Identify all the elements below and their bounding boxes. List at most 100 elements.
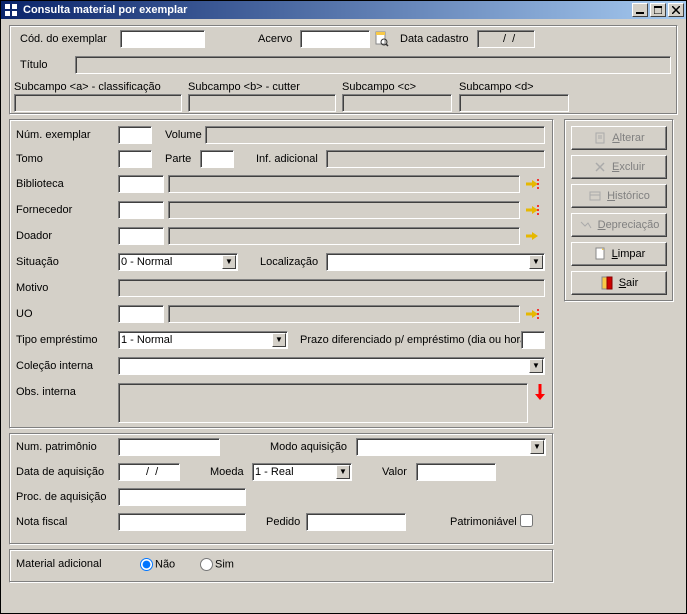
proc-aquisicao-input[interactable] — [118, 488, 246, 506]
fornecedor-desc-input — [168, 201, 520, 219]
depreciation-icon — [579, 219, 593, 231]
biblioteca-label: Biblioteca — [16, 178, 64, 190]
fornecedor-lookup-icon[interactable] — [524, 201, 542, 219]
valor-input[interactable] — [416, 463, 496, 481]
material-adicional-group: Material adicional Não Sim — [9, 549, 554, 583]
sair-button[interactable]: Sair — [571, 271, 667, 295]
uo-code-input[interactable] — [118, 305, 164, 323]
data-cadastro-value — [477, 30, 535, 48]
material-adicional-nao-radio[interactable] — [140, 558, 153, 571]
history-icon — [588, 190, 602, 202]
cod-exemplar-input[interactable] — [120, 30, 205, 48]
acervo-lookup-icon[interactable] — [372, 30, 390, 48]
client-area: Cód. do exemplar Acervo Data cadastro Tí… — [1, 19, 686, 613]
nota-fiscal-label: Nota fiscal — [16, 516, 67, 528]
uo-label: UO — [16, 308, 33, 320]
material-adicional-label: Material adicional — [16, 558, 102, 570]
action-panel: Alterar Excluir Histórico Depreciação Li… — [564, 119, 674, 302]
historico-button[interactable]: Histórico — [571, 184, 667, 208]
subcampo-a-input — [14, 94, 182, 112]
patrimoniavel-label: Patrimoniável — [450, 516, 517, 528]
situacao-select-wrap: 0 - Normal ▼ — [118, 253, 238, 271]
alterar-label: Alterar — [612, 132, 644, 144]
moeda-label: Moeda — [210, 466, 244, 478]
subcampo-a-label: Subcampo <a> - classificação — [14, 81, 161, 93]
edit-icon — [593, 132, 607, 144]
arrow-down-icon[interactable] — [531, 383, 549, 401]
patrimoniavel-checkbox-wrap — [520, 514, 536, 527]
motivo-label: Motivo — [16, 282, 48, 294]
material-adicional-nao-wrap: Não — [140, 558, 175, 571]
subcampo-d-input — [459, 94, 569, 112]
aquisicao-group: Num. patrimônio Modo aquisição ▼ Data de… — [9, 433, 554, 545]
material-adicional-sim-radio[interactable] — [200, 558, 213, 571]
uo-desc-input — [168, 305, 520, 323]
limpar-label: Limpar — [612, 248, 646, 260]
tipo-emprestimo-select[interactable]: 1 - Normal — [118, 331, 288, 349]
valor-label: Valor — [382, 466, 407, 478]
window-title: Consulta material por exemplar — [23, 4, 630, 16]
num-patrimonio-input[interactable] — [118, 438, 220, 456]
moeda-select[interactable]: 1 - Real — [252, 463, 352, 481]
inf-adicional-input — [326, 150, 545, 168]
sair-label: Sair — [619, 277, 639, 289]
subcampo-c-label: Subcampo <c> — [342, 81, 416, 93]
num-exemplar-label: Núm. exemplar — [16, 129, 91, 141]
fornecedor-label: Fornecedor — [16, 204, 72, 216]
subcampo-d-label: Subcampo <d> — [459, 81, 534, 93]
volume-label: Volume — [165, 129, 202, 141]
close-button[interactable] — [668, 3, 684, 17]
num-exemplar-input[interactable] — [118, 126, 152, 144]
tomo-label: Tomo — [16, 153, 43, 165]
pedido-label: Pedido — [266, 516, 300, 528]
nota-fiscal-input[interactable] — [118, 513, 246, 531]
clear-icon — [593, 247, 607, 261]
num-patrimonio-label: Num. patrimônio — [16, 441, 97, 453]
situacao-select[interactable]: 0 - Normal — [118, 253, 238, 271]
biblioteca-code-input[interactable] — [118, 175, 164, 193]
acervo-input[interactable] — [300, 30, 370, 48]
exit-icon — [600, 276, 614, 290]
colecao-interna-select[interactable] — [118, 357, 545, 375]
material-adicional-sim-wrap: Sim — [200, 558, 234, 571]
prazo-label: Prazo diferenciado p/ empréstimo (dia ou… — [300, 334, 530, 346]
doador-desc-input — [168, 227, 520, 245]
fornecedor-code-input[interactable] — [118, 201, 164, 219]
data-aquisicao-input[interactable] — [118, 463, 180, 481]
historico-label: Histórico — [607, 190, 650, 202]
localizacao-select[interactable] — [326, 253, 545, 271]
minimize-button[interactable] — [632, 3, 648, 17]
parte-input[interactable] — [200, 150, 234, 168]
pedido-input[interactable] — [306, 513, 406, 531]
depreciacao-label: Depreciação — [598, 219, 660, 231]
uo-lookup-icon[interactable] — [524, 305, 542, 323]
titulo-label: Título — [20, 59, 48, 71]
sim-label: Sim — [215, 558, 234, 570]
colecao-interna-select-wrap: ▼ — [118, 357, 545, 375]
maximize-button[interactable] — [650, 3, 666, 17]
tipo-emprestimo-label: Tipo empréstimo — [16, 334, 98, 346]
exemplar-group: Núm. exemplar Volume Tomo Parte Inf. adi… — [9, 119, 554, 429]
colecao-interna-label: Coleção interna — [16, 360, 93, 372]
modo-aquisicao-label: Modo aquisição — [270, 441, 347, 453]
modo-aquisicao-select-wrap: ▼ — [356, 438, 546, 456]
app-window: Consulta material por exemplar Cód. do e… — [0, 0, 687, 614]
patrimoniavel-checkbox[interactable] — [520, 514, 533, 527]
biblioteca-lookup-icon[interactable] — [524, 175, 542, 193]
tipo-emprestimo-select-wrap: 1 - Normal ▼ — [118, 331, 288, 349]
proc-aquisicao-label: Proc. de aquisição — [16, 491, 107, 503]
prazo-input[interactable] — [521, 331, 545, 349]
limpar-button[interactable]: Limpar — [571, 242, 667, 266]
tomo-input[interactable] — [118, 150, 152, 168]
titulo-input — [75, 56, 671, 74]
doador-code-input[interactable] — [118, 227, 164, 245]
excluir-button[interactable]: Excluir — [571, 155, 667, 179]
cod-exemplar-label: Cód. do exemplar — [20, 33, 107, 45]
data-aquisicao-label: Data de aquisição — [16, 466, 104, 478]
alterar-button[interactable]: Alterar — [571, 126, 667, 150]
doador-lookup-icon[interactable] — [524, 227, 542, 245]
subcampo-c-input — [342, 94, 452, 112]
parte-label: Parte — [165, 153, 191, 165]
modo-aquisicao-select[interactable] — [356, 438, 546, 456]
depreciacao-button[interactable]: Depreciação — [571, 213, 667, 237]
